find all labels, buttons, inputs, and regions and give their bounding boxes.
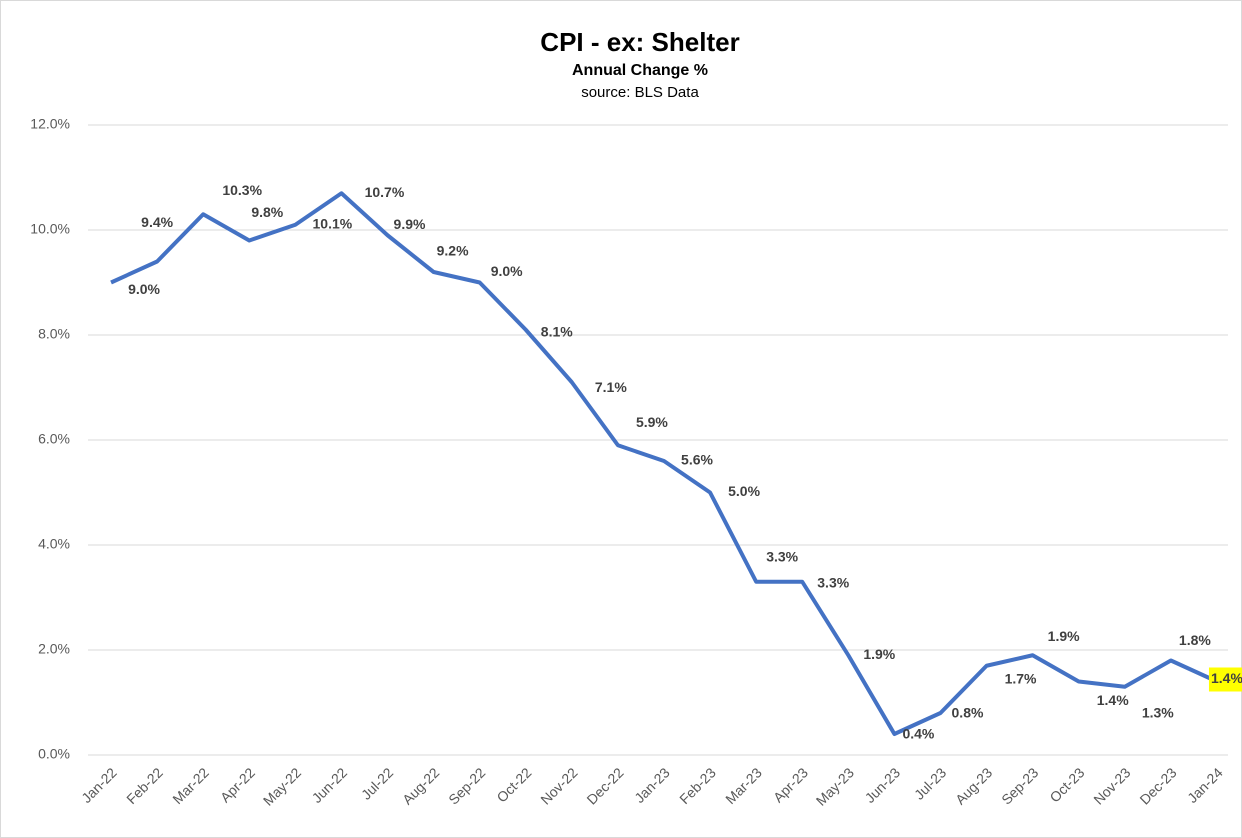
data-label: 7.1% bbox=[595, 379, 627, 395]
data-label: 9.2% bbox=[437, 243, 469, 259]
data-label: 5.9% bbox=[636, 414, 668, 430]
data-label: 10.3% bbox=[222, 182, 262, 198]
data-label: 10.1% bbox=[313, 215, 353, 231]
y-tick-label: 0.0% bbox=[38, 746, 70, 762]
data-label: 1.3% bbox=[1142, 704, 1174, 720]
data-label: 0.4% bbox=[902, 726, 934, 742]
y-tick-label: 2.0% bbox=[38, 641, 70, 657]
data-label: 5.0% bbox=[728, 483, 760, 499]
chart-subtitle: Annual Change % bbox=[572, 62, 708, 79]
data-label: 1.9% bbox=[863, 646, 895, 662]
y-tick-label: 8.0% bbox=[38, 326, 70, 342]
y-tick-label: 4.0% bbox=[38, 536, 70, 552]
data-label: 1.7% bbox=[1005, 670, 1037, 686]
y-tick-label: 12.0% bbox=[30, 116, 70, 132]
data-label: 3.3% bbox=[766, 548, 798, 564]
chart-title: CPI - ex: Shelter bbox=[540, 27, 739, 57]
data-label: 0.8% bbox=[952, 705, 984, 721]
highlight bbox=[1208, 667, 1242, 692]
data-label: 1.4% bbox=[1211, 670, 1242, 686]
y-tick-label: 6.0% bbox=[38, 431, 70, 447]
data-label: 1.9% bbox=[1048, 628, 1080, 644]
data-label: 9.0% bbox=[128, 281, 160, 297]
data-label: 1.8% bbox=[1179, 632, 1211, 648]
chart-source: source: BLS Data bbox=[581, 84, 699, 101]
line bbox=[110, 191, 1218, 736]
data-label: 10.7% bbox=[365, 184, 405, 200]
data-label: 3.3% bbox=[817, 574, 849, 590]
data-label: 9.0% bbox=[491, 263, 523, 279]
data-label: 1.4% bbox=[1097, 692, 1129, 708]
data-label: 5.6% bbox=[681, 452, 713, 468]
y-tick-label: 10.0% bbox=[30, 221, 70, 237]
data-label: 8.1% bbox=[541, 323, 573, 339]
data-label: 9.8% bbox=[251, 204, 283, 220]
data-label: 9.9% bbox=[394, 216, 426, 232]
data-label: 9.4% bbox=[141, 214, 173, 230]
